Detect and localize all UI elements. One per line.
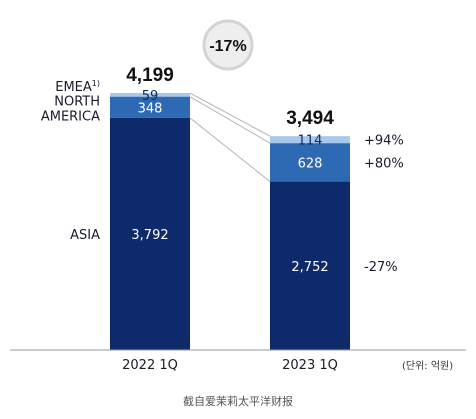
total-change-badge: -17% — [202, 19, 254, 71]
total-label-2022-1q: 4,199 — [126, 65, 174, 86]
bars-group — [110, 93, 350, 351]
unit-note: (단위: 억원) — [402, 359, 453, 372]
change-label-emea: +94% — [364, 134, 404, 149]
x-tick-2023-1q: 2023 1Q — [282, 358, 338, 373]
bar-north-america-2023-1q — [270, 143, 350, 182]
total-label-2023-1q: 3,494 — [286, 108, 334, 129]
value-label-emea-2022-1q: 59 — [142, 89, 159, 104]
value-label-north-america-2023-1q: 628 — [298, 156, 323, 171]
connector-line — [189, 117, 271, 182]
bar-asia-2023-1q — [270, 181, 350, 350]
total-change-ring — [202, 19, 254, 71]
bar-emea-2022-1q — [110, 93, 190, 97]
legend-label-asia: ASIA — [70, 228, 100, 243]
connector-lines — [189, 92, 271, 182]
connector-line — [189, 92, 271, 137]
connector-line — [189, 96, 271, 144]
legend-label-north-america: NORTH AMERICA — [41, 94, 100, 124]
image-caption: 截自爱茉莉太平洋财报 — [183, 395, 293, 408]
change-label-north-america: +80% — [364, 156, 404, 171]
value-label-emea-2023-1q: 114 — [298, 134, 323, 149]
bar-asia-2022-1q — [110, 117, 190, 351]
legend-label-emea: EMEA1) — [55, 79, 100, 95]
value-label-asia-2022-1q: 3,792 — [131, 228, 168, 243]
value-label-asia-2023-1q: 2,752 — [291, 260, 328, 275]
change-label-asia: -27% — [364, 260, 398, 275]
x-tick-2022-1q: 2022 1Q — [122, 358, 178, 373]
total-change-text: -17% — [209, 38, 246, 55]
value-label-north-america-2022-1q: 348 — [138, 101, 163, 116]
bar-emea-2023-1q — [270, 136, 350, 144]
bar-north-america-2022-1q — [110, 96, 190, 118]
